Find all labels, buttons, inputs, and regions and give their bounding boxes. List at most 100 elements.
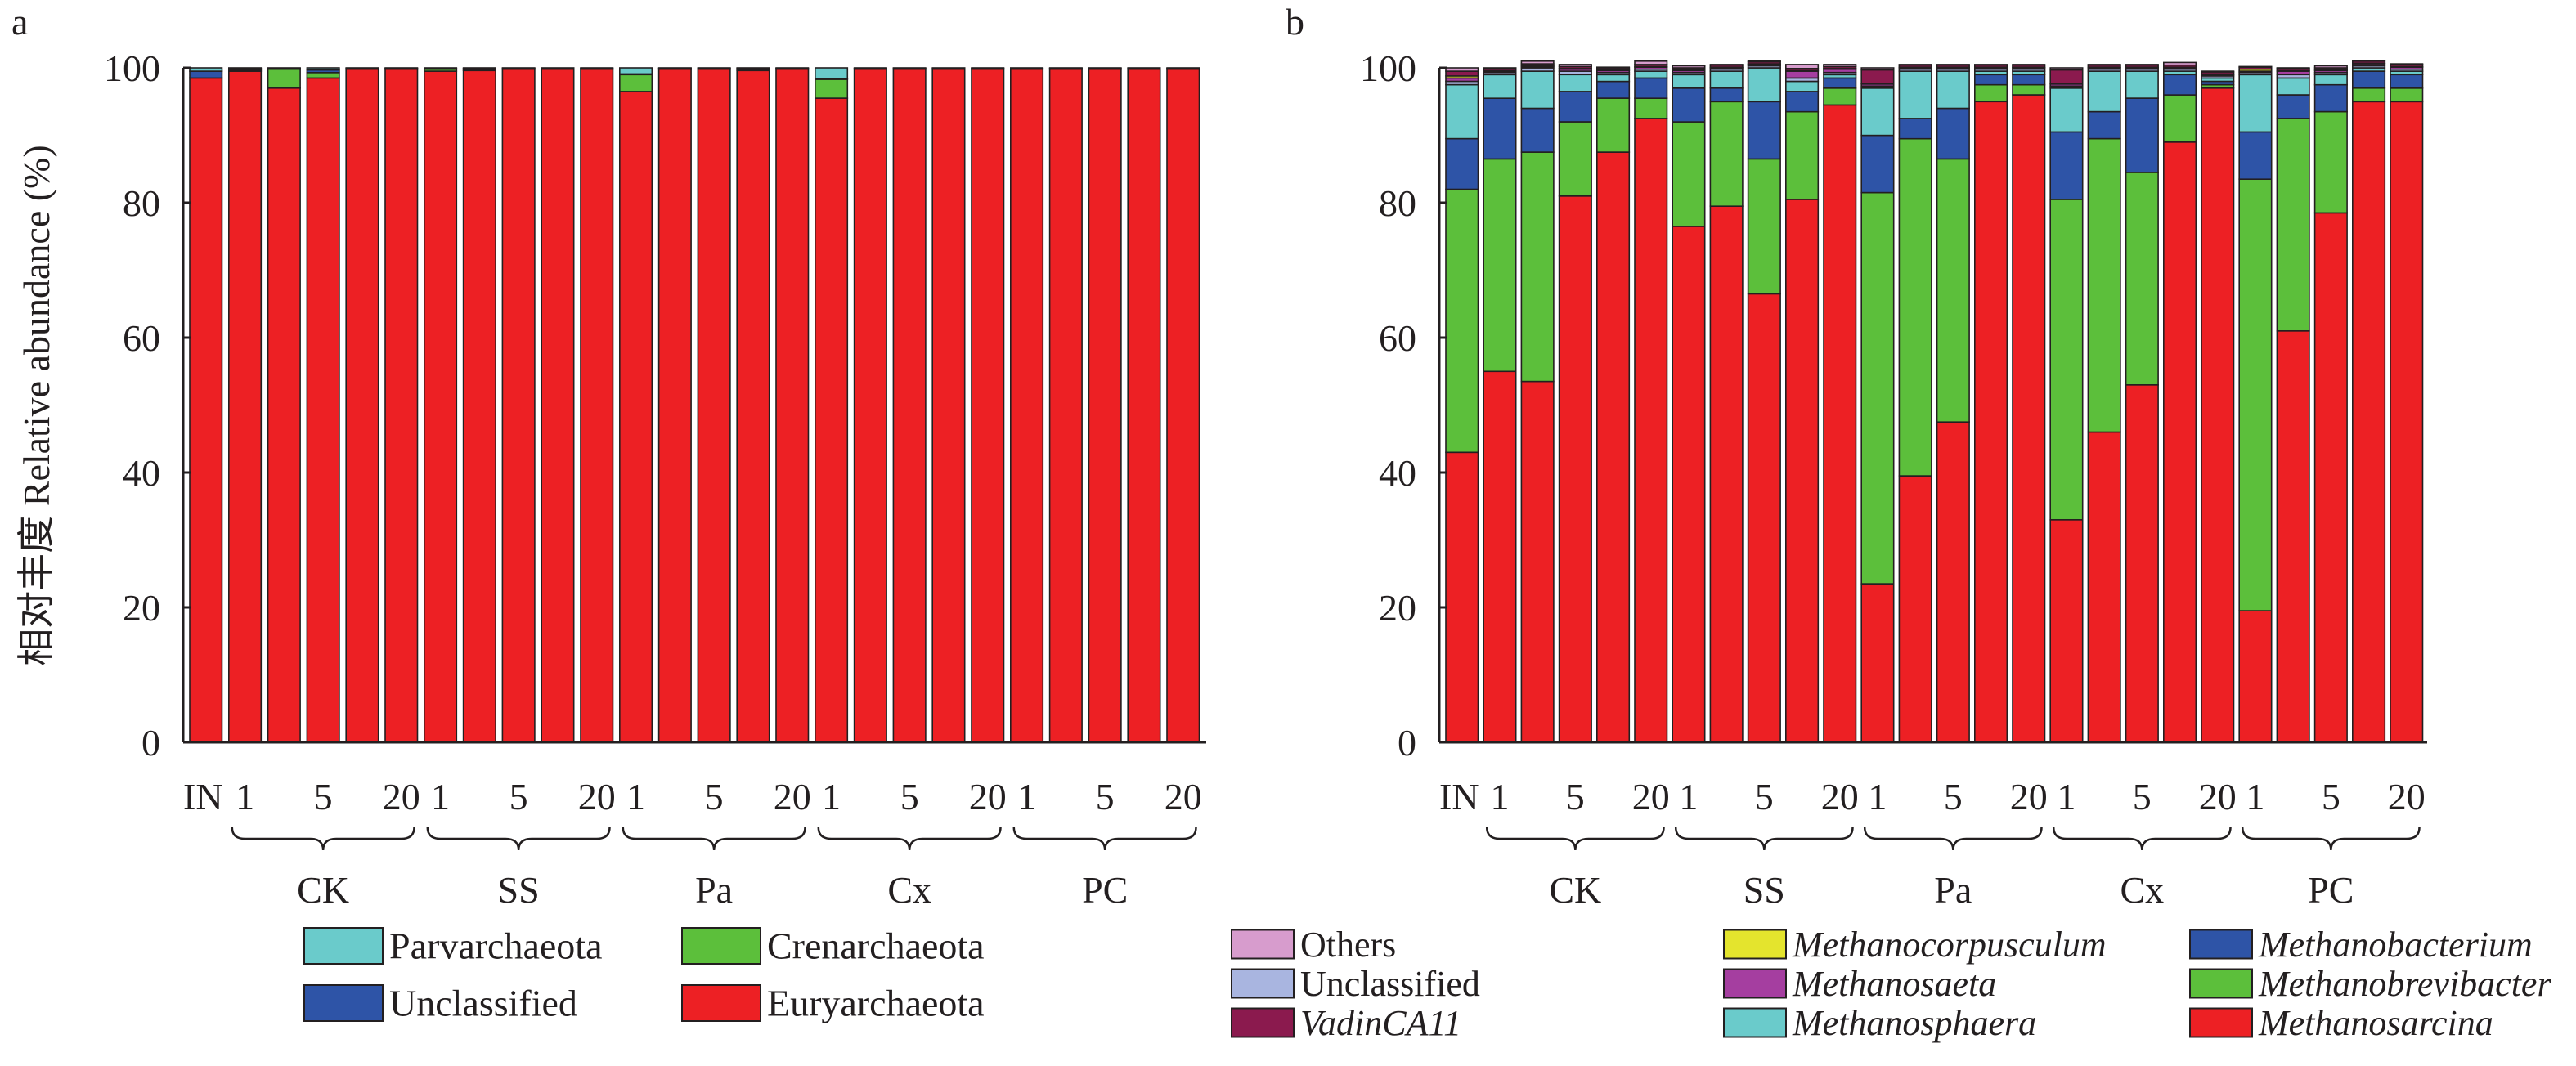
bar-segment-b-Pa-2-methanobacterium bbox=[1898, 118, 1932, 140]
bar-segment-b-Pa-2-methanosphaera bbox=[1898, 70, 1932, 119]
bar-segment-b-SS-10-methanosaeta bbox=[1785, 70, 1820, 79]
bar-segment-b-PC-5-methanosphaera bbox=[2313, 74, 2348, 86]
legend-swatch bbox=[303, 984, 384, 1022]
bar-segment-b-PC-2-methanosarcina bbox=[2276, 329, 2310, 743]
group-brace bbox=[2052, 826, 2232, 851]
legend-label: Methanobrevibacter bbox=[2258, 964, 2551, 1004]
bar-segment-a-Cx-5-unclassified bbox=[892, 67, 927, 69]
legend-swatch bbox=[681, 927, 761, 965]
group-brace bbox=[1012, 826, 1197, 851]
x-tick-label: 20 bbox=[1165, 776, 1202, 817]
bar-segment-b-CK-20-methanosphaera bbox=[1634, 70, 1668, 79]
bar-segment-b-Pa-10-methanobrevibacter bbox=[1974, 83, 2008, 102]
bar-segment-b-Cx-20-methanosarcina bbox=[2201, 87, 2235, 743]
bar-segment-a-CK-20-euryarchaeota bbox=[384, 68, 419, 743]
y-tick-label: 80 bbox=[1379, 182, 1416, 224]
bar-segment-b-CK-2-methanobrevibacter bbox=[1520, 151, 1555, 383]
bar-segment-b-Cx-10-others bbox=[2163, 61, 2197, 66]
bar-segment-b-CK-5-others bbox=[1558, 64, 1592, 68]
y-tick-label: 60 bbox=[1379, 317, 1416, 359]
legend-swatch bbox=[1231, 968, 1295, 999]
bar-segment-a-IN-parvarchaeota bbox=[189, 67, 223, 72]
x-tick-label: 1 bbox=[2057, 776, 2076, 817]
bar-segment-b-Cx-1-methanosarcina bbox=[2049, 518, 2084, 743]
bar-segment-b-Cx-1-vadinca11 bbox=[2049, 69, 2084, 84]
bar-segment-b-PC-1-methanobrevibacter bbox=[2238, 178, 2273, 611]
bar-segment-b-Cx-5-methanosarcina bbox=[2125, 383, 2159, 743]
legend-label: Methanosarcina bbox=[2258, 1003, 2493, 1043]
panel-a-y-axis-label: 相对丰度 Relative abundance (%) bbox=[16, 145, 57, 665]
bar-segment-b-SS-10-others bbox=[1785, 64, 1820, 69]
panel-a-bars bbox=[189, 67, 1200, 743]
bar-segment-a-SS-5-euryarchaeota bbox=[501, 68, 536, 743]
x-tick-label: 1 bbox=[1679, 776, 1698, 817]
bar-segment-b-CK-10-methanosarcina bbox=[1596, 151, 1631, 743]
bar-segment-a-Cx-5-euryarchaeota bbox=[892, 68, 927, 743]
bar-segment-b-SS-10-methanosphaera bbox=[1785, 80, 1820, 92]
bar-segment-a-Cx-2-unclassified bbox=[853, 67, 887, 69]
bar-segment-b-CK-1-methanobrevibacter bbox=[1483, 158, 1517, 373]
bar-segment-b-Pa-5-methanosarcina bbox=[1936, 421, 1970, 743]
y-tick-label: 100 bbox=[104, 47, 160, 89]
bar-segment-b-PC-1-methanosphaera bbox=[2238, 74, 2273, 133]
bar-segment-b-Cx-1-methanosphaera bbox=[2049, 87, 2084, 133]
x-tick-label: 5 bbox=[314, 776, 333, 817]
bar-segment-b-Cx-1-others bbox=[2049, 67, 2084, 71]
panel-a-chart: a 相对丰度 Relative abundance (%) 0 20 40 60 80 1… bbox=[11, 1, 1206, 1024]
bar-segment-b-PC-5-others bbox=[2313, 65, 2348, 69]
group-brace bbox=[622, 826, 806, 851]
bar-segment-a-SS-2-parvarchaeota bbox=[462, 67, 496, 69]
bar-segment-b-IN-methanobacterium bbox=[1445, 137, 1479, 190]
bar-segment-a-PC-20-unclassified bbox=[1166, 67, 1200, 69]
panel-a-label: a bbox=[11, 1, 28, 43]
bar-segment-b-Cx-10-methanobacterium bbox=[2163, 74, 2197, 96]
bar-segment-b-Cx-5-methanobrevibacter bbox=[2125, 172, 2159, 386]
x-tick-label: 1 bbox=[626, 776, 645, 817]
x-tick-label: 1 bbox=[822, 776, 841, 817]
bar-segment-a-SS-5-unclassified bbox=[501, 67, 536, 69]
bar-segment-a-SS-10-euryarchaeota bbox=[541, 68, 575, 743]
bar-segment-b-Pa-1-methanosphaera bbox=[1860, 87, 1895, 137]
bar-segment-b-CK-5-methanobrevibacter bbox=[1558, 121, 1592, 197]
bar-segment-b-SS-10-methanosarcina bbox=[1785, 199, 1820, 743]
legend-swatch bbox=[681, 984, 761, 1022]
bar-segment-b-PC-1-others bbox=[2238, 65, 2273, 69]
bar-segment-b-Pa-20-methanobrevibacter bbox=[2012, 83, 2046, 96]
bar-segment-a-PC-10-unclassified bbox=[1127, 67, 1161, 69]
bar-segment-a-CK-5-crenarchaeota bbox=[306, 72, 340, 79]
bar-segment-a-IN-unclassified bbox=[189, 70, 223, 79]
bar-segment-a-Pa-5-euryarchaeota bbox=[697, 68, 731, 743]
legend-label: Crenarchaeota bbox=[767, 925, 985, 967]
legend-label: Unclassified bbox=[1300, 964, 1480, 1004]
bar-segment-a-CK-5-euryarchaeota bbox=[306, 77, 340, 743]
panel-a-x-tick-labels: IN 1 5 20 1 5 20 1 5 20 1 5 20 1 5 20 bbox=[183, 776, 1202, 817]
bar-segment-b-PC-2-methanobacterium bbox=[2276, 94, 2310, 119]
bar-segment-b-CK-20-others bbox=[1634, 60, 1668, 65]
x-tick-label: 1 bbox=[431, 776, 450, 817]
bar-segment-a-SS-10-unclassified bbox=[541, 67, 575, 69]
x-tick-label: 20 bbox=[1821, 776, 1859, 817]
y-tick-label: 60 bbox=[123, 317, 160, 359]
bar-segment-b-CK-1-methanosphaera bbox=[1483, 74, 1517, 100]
bar-segment-b-SS-20-others bbox=[1823, 64, 1857, 68]
legend-label: Methanosaeta bbox=[1792, 964, 1996, 1004]
bar-segment-b-CK-2-methanobacterium bbox=[1520, 107, 1555, 153]
x-tick-label: 1 bbox=[1017, 776, 1036, 817]
bar-segment-a-Cx-20-euryarchaeota bbox=[971, 68, 1005, 743]
bar-segment-b-CK-20-methanobacterium bbox=[1634, 77, 1668, 100]
bar-segment-b-Pa-2-methanosarcina bbox=[1898, 475, 1932, 743]
panel-b-bars bbox=[1445, 60, 2424, 743]
group-label-ck: CK bbox=[297, 869, 349, 911]
group-label-cx: Cx bbox=[2120, 869, 2164, 911]
bar-segment-a-Cx-10-unclassified bbox=[931, 67, 966, 69]
bar-segment-b-SS-5-methanosphaera bbox=[1747, 67, 1781, 103]
group-label-ck: CK bbox=[1549, 869, 1601, 911]
bar-segment-a-Pa-10-parvarchaeota bbox=[736, 67, 770, 69]
y-tick-label: 40 bbox=[123, 452, 160, 494]
bar-segment-b-PC-1-methanosarcina bbox=[2238, 610, 2273, 743]
bar-segment-b-PC-2-methanobrevibacter bbox=[2276, 118, 2310, 332]
group-brace bbox=[817, 826, 1002, 851]
